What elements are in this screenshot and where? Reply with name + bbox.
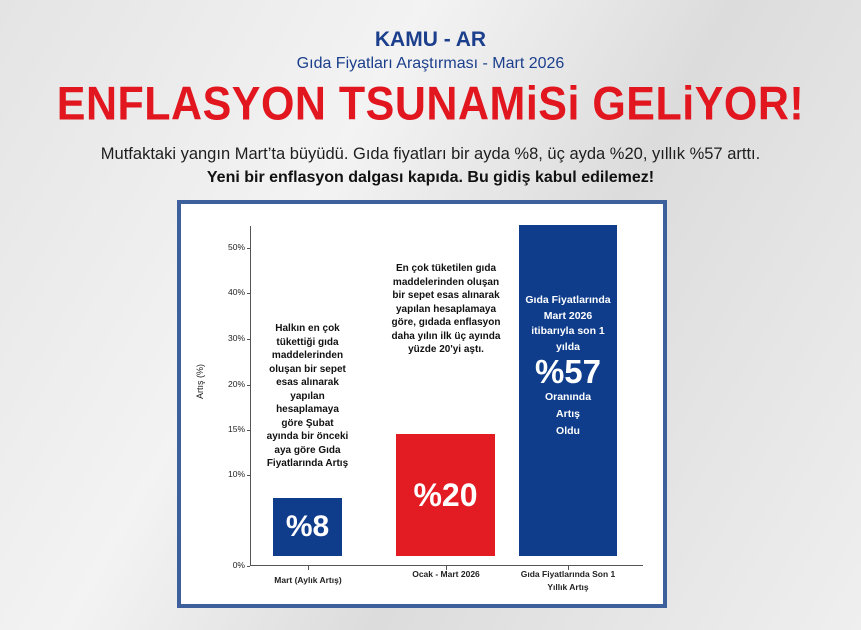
x-axis <box>250 565 643 566</box>
annotation-2: En çok tüketilen gıda maddelerinden oluş… <box>391 263 501 355</box>
headline: ENFLASYON TSUNAMiSi GELiYOR! <box>56 77 805 131</box>
y-tick-mark <box>247 385 250 386</box>
y-tick-label: 20% <box>227 379 245 389</box>
chart-frame: Artış (%) 0% 10% 15% 20% 30% 40% 50% Halkın en… <box>177 200 667 608</box>
x-tick-mark <box>568 566 569 570</box>
y-axis-label: Artış (%) <box>195 364 205 399</box>
y-tick-mark <box>247 293 250 294</box>
annotation-1: Halkın en çok tükettiği gıda maddelerind… <box>266 323 349 469</box>
y-tick-mark <box>247 430 250 431</box>
bar-1: %8 <box>273 498 342 556</box>
bar-annotation-3: Gıda Fiyatlarında Mart 2026 itibarıyla s… <box>525 294 611 353</box>
category-label-3: Gıda Fiyatlarında Son 1 Yıllık Artış <box>520 569 616 592</box>
bar-2: %20 <box>396 434 495 556</box>
y-tick-label: 40% <box>227 287 245 297</box>
category-label-2: Ocak - Mart 2026 <box>412 569 480 579</box>
bar-suffix-text: Oranında Artış Oldu <box>544 391 592 437</box>
y-tick-label: 10% <box>227 469 245 479</box>
y-tick-label: 15% <box>227 424 245 434</box>
bar-value-label: %20 <box>413 476 478 513</box>
y-tick-mark <box>247 566 250 567</box>
x-tick-mark <box>445 566 447 570</box>
y-axis <box>250 226 251 566</box>
category-label-1: Mart (Aylık Artış) <box>274 575 342 585</box>
warning-text: Yeni bir enflasyon dalgası kapıda. Bu gi… <box>206 169 655 186</box>
subtitle: Gıda Fiyatları Araştırması - Mart 2026 <box>296 55 565 72</box>
bar-3: Gıda Fiyatlarında Mart 2026 itibarıyla s… <box>519 225 617 556</box>
bar-value-label: %57 <box>534 353 602 390</box>
y-tick-label: 50% <box>227 242 245 252</box>
y-tick-label: 30% <box>227 333 245 343</box>
org-title: KAMU - AR <box>374 28 487 51</box>
y-tick-label: 0% <box>232 560 245 570</box>
x-tick-mark <box>307 566 309 570</box>
y-tick-mark <box>247 475 250 476</box>
bar-value-label: %8 <box>285 510 330 543</box>
y-tick-mark <box>247 248 250 249</box>
summary-text: Mutfaktaki yangın Mart’ta büyüdü. Gıda f… <box>100 145 761 163</box>
y-tick-mark <box>247 339 250 340</box>
